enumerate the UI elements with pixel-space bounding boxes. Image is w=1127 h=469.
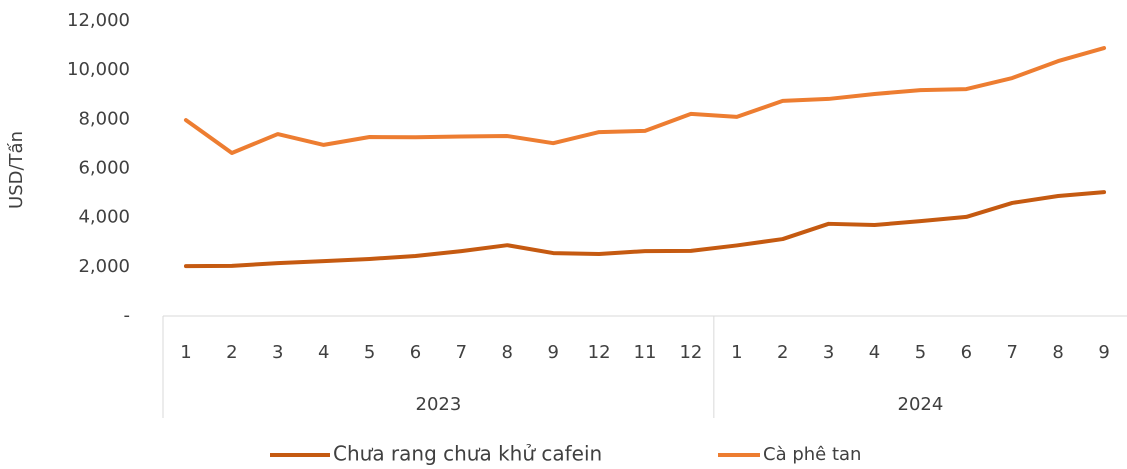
x-tick-label: 12 (679, 342, 702, 363)
x-tick-label: 6 (410, 342, 421, 363)
x-tick-label: 7 (1007, 342, 1018, 363)
x-tick-label: 2 (777, 342, 788, 363)
x-tick-label: 9 (1098, 342, 1109, 363)
y-tick-label: 8,000 (78, 108, 130, 129)
x-tick-label: 2 (226, 342, 237, 363)
legend-label: Cà phê tan (763, 444, 861, 465)
y-tick-label: 12,000 (67, 10, 130, 31)
x-tick-label: 1 (180, 342, 191, 363)
group-label: 2024 (898, 394, 944, 415)
x-tick-label: 9 (547, 342, 558, 363)
x-tick-label: 8 (502, 342, 513, 363)
legend-label: Chưa rang chưa khử cafein (333, 442, 602, 466)
x-tick-label: 5 (364, 342, 375, 363)
group-label: 2023 (416, 394, 462, 415)
y-tick-label: 2,000 (78, 256, 130, 277)
x-tick-label: 5 (915, 342, 926, 363)
y-axis-title: USD/Tấn (6, 131, 27, 209)
x-tick-label: 4 (869, 342, 880, 363)
y-tick-label: - (124, 305, 131, 326)
x-tick-label: 6 (961, 342, 972, 363)
y-tick-label: 6,000 (78, 158, 130, 179)
x-tick-label: 3 (823, 342, 834, 363)
x-tick-label: 4 (318, 342, 329, 363)
x-tick-label: 1 (731, 342, 742, 363)
x-tick-label: 3 (272, 342, 283, 363)
x-tick-label: 8 (1052, 342, 1063, 363)
y-tick-label: 4,000 (78, 207, 130, 228)
x-tick-label: 11 (634, 342, 657, 363)
x-tick-label: 12 (588, 342, 611, 363)
x-tick-label: 7 (456, 342, 467, 363)
line-series (183, 190, 1107, 269)
line-series (183, 46, 1107, 156)
y-tick-label: 10,000 (67, 59, 130, 80)
